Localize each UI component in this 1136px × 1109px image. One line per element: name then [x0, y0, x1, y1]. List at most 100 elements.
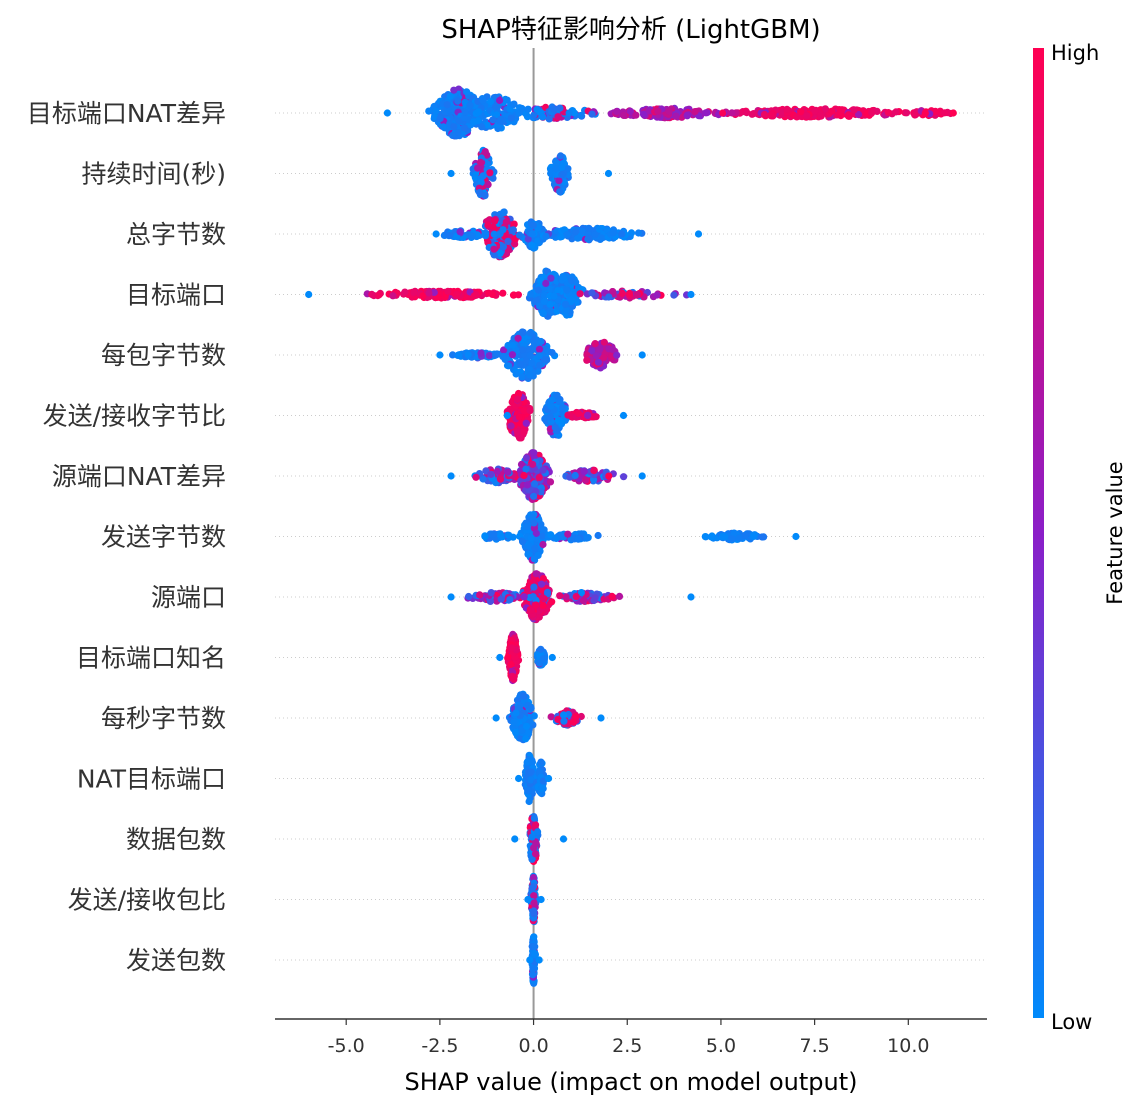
shap-point	[464, 351, 472, 359]
shap-point	[496, 653, 504, 662]
shap-point	[497, 595, 505, 603]
shap-point	[527, 704, 535, 712]
shap-point	[758, 533, 766, 541]
shap-point	[305, 290, 313, 299]
shap-point	[510, 220, 518, 228]
shap-point	[537, 758, 545, 766]
shap-point	[566, 473, 574, 481]
shap-point	[531, 480, 539, 488]
shap-point	[540, 291, 548, 299]
shap-point	[515, 231, 524, 239]
shap-point	[450, 86, 458, 94]
shap-point	[489, 174, 497, 182]
shap-point	[653, 291, 661, 299]
feature-label: 目标端口	[126, 281, 226, 310]
shap-point	[638, 351, 646, 359]
shap-point	[546, 307, 555, 315]
x-tick-label: -2.5	[421, 1035, 458, 1057]
x-axis-ticks: -5.0 -2.5 0.0 2.5 5.0 7.5 10.0	[328, 1019, 929, 1057]
shap-point	[490, 530, 498, 538]
shap-point	[547, 531, 555, 539]
feature-label: 每秒字节数	[101, 704, 226, 733]
x-axis-title: SHAP value (impact on model output)	[405, 1068, 858, 1096]
shap-point	[569, 535, 577, 543]
shap-point	[588, 347, 596, 355]
shap-point	[527, 606, 536, 614]
shap-point	[455, 117, 463, 125]
feature-label: 发送包数	[126, 946, 226, 975]
feature-label: 持续时间(秒)	[81, 160, 226, 189]
shap-point	[496, 249, 504, 257]
shap-point	[783, 105, 791, 113]
shap-point	[575, 409, 583, 418]
shap-point	[509, 226, 517, 234]
feature-points	[526, 933, 543, 987]
shap-point	[486, 597, 494, 606]
shap-point	[588, 289, 596, 297]
shap-point	[527, 290, 535, 298]
shap-point	[558, 163, 566, 171]
shap-point	[487, 98, 495, 106]
shap-point	[528, 884, 537, 893]
shap-point	[600, 354, 608, 362]
shap-point	[563, 286, 571, 294]
shap-point	[455, 351, 463, 359]
shap-point	[570, 109, 579, 117]
shap-point	[539, 575, 548, 583]
shap-point	[460, 124, 468, 132]
feature-points	[383, 85, 957, 140]
shap-point	[511, 835, 519, 843]
shap-point	[490, 230, 498, 238]
shap-point	[489, 116, 497, 124]
shap-point	[545, 115, 553, 123]
feature-points	[447, 146, 613, 200]
shap-point	[527, 776, 535, 784]
shap-point	[767, 111, 775, 119]
shap-point	[509, 674, 518, 682]
feature-points	[436, 328, 646, 382]
shap-point	[517, 460, 526, 468]
shap-point	[597, 714, 605, 722]
shap-point	[476, 158, 485, 166]
shap-point	[534, 828, 542, 836]
shap-point	[532, 529, 540, 538]
shap-point	[556, 188, 564, 196]
shap-point	[492, 714, 500, 722]
shap-point	[483, 121, 491, 129]
feature-label: 目标端口知名	[76, 644, 226, 673]
shap-point	[523, 481, 531, 489]
shap-point	[496, 475, 505, 483]
feature-points	[515, 751, 553, 806]
shap-point	[728, 535, 736, 543]
shap-point	[487, 470, 495, 478]
shap-point	[504, 468, 512, 476]
shap-point	[472, 473, 480, 481]
x-tick-label: 7.5	[800, 1035, 830, 1057]
shap-point	[741, 531, 749, 539]
shap-point	[454, 97, 462, 105]
shap-point	[504, 237, 512, 245]
shap-point	[493, 350, 502, 358]
shap-point	[447, 593, 455, 601]
shap-point	[446, 231, 454, 239]
shap-point	[509, 101, 518, 109]
shap-point	[577, 111, 585, 120]
shap-point	[491, 103, 500, 111]
shap-point	[530, 339, 538, 347]
feature-label: 总字节数	[126, 220, 226, 249]
shap-point	[514, 291, 523, 299]
shap-point	[683, 112, 691, 120]
shap-point	[512, 709, 520, 717]
shap-point	[535, 345, 544, 353]
shap-point	[574, 234, 582, 242]
shap-point	[383, 109, 391, 117]
shap-point	[618, 230, 626, 238]
shap-point	[500, 346, 508, 354]
shap-point	[594, 358, 603, 366]
shap-point	[567, 296, 576, 304]
shap-point	[447, 169, 455, 178]
shap-point	[548, 598, 556, 606]
x-tick-label: 10.0	[887, 1035, 929, 1057]
shap-point	[638, 472, 646, 480]
